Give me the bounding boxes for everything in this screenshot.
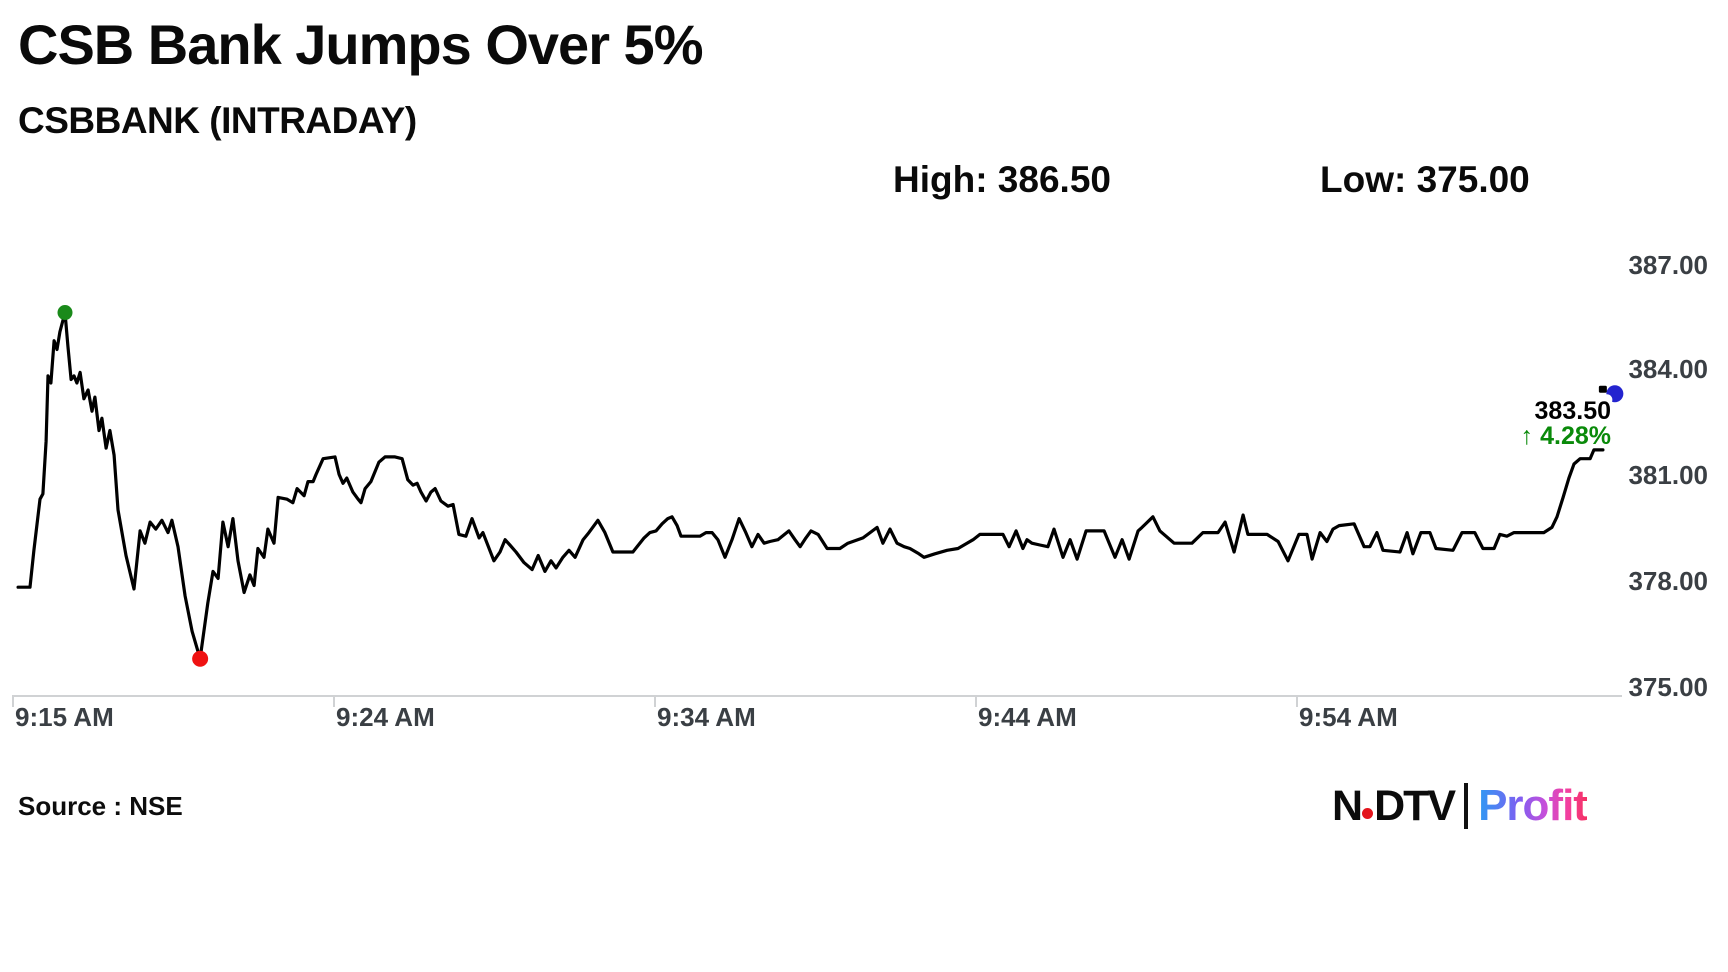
x-axis-label: 9:34 AM xyxy=(657,702,756,732)
y-axis-label: 381.00 xyxy=(1628,460,1708,490)
symbol-subtitle: CSBBANK (INTRADAY) xyxy=(18,100,417,141)
ndtv-red-dot-icon xyxy=(1362,807,1374,819)
high-value-label: High: 386.50 xyxy=(893,159,1111,200)
profit-wordmark: Profit xyxy=(1478,781,1588,830)
source-note: Source : NSE xyxy=(18,791,183,821)
x-axis-label: 9:15 AM xyxy=(15,702,114,732)
page-title: CSB Bank Jumps Over 5% xyxy=(18,13,703,76)
ndtv-wordmark: N DTV xyxy=(1332,781,1456,830)
y-axis-label: 384.00 xyxy=(1628,354,1708,384)
x-axis-label: 9:24 AM xyxy=(336,702,435,732)
y-axis-label: 387.00 xyxy=(1628,250,1708,280)
y-axis-label: 375.00 xyxy=(1628,672,1708,702)
x-axis-label: 9:54 AM xyxy=(1299,702,1398,732)
last-price-label: 383.50 xyxy=(1534,397,1611,425)
low-value-label: Low: 375.00 xyxy=(1320,159,1530,200)
x-axis-label: 9:44 AM xyxy=(978,702,1077,732)
logo-divider xyxy=(1464,783,1469,829)
ndtv-profit-logo: N DTV Profit xyxy=(1332,781,1588,830)
change-percent-label: ↑ 4.28% xyxy=(1520,422,1611,450)
y-axis-label: 378.00 xyxy=(1628,566,1708,596)
